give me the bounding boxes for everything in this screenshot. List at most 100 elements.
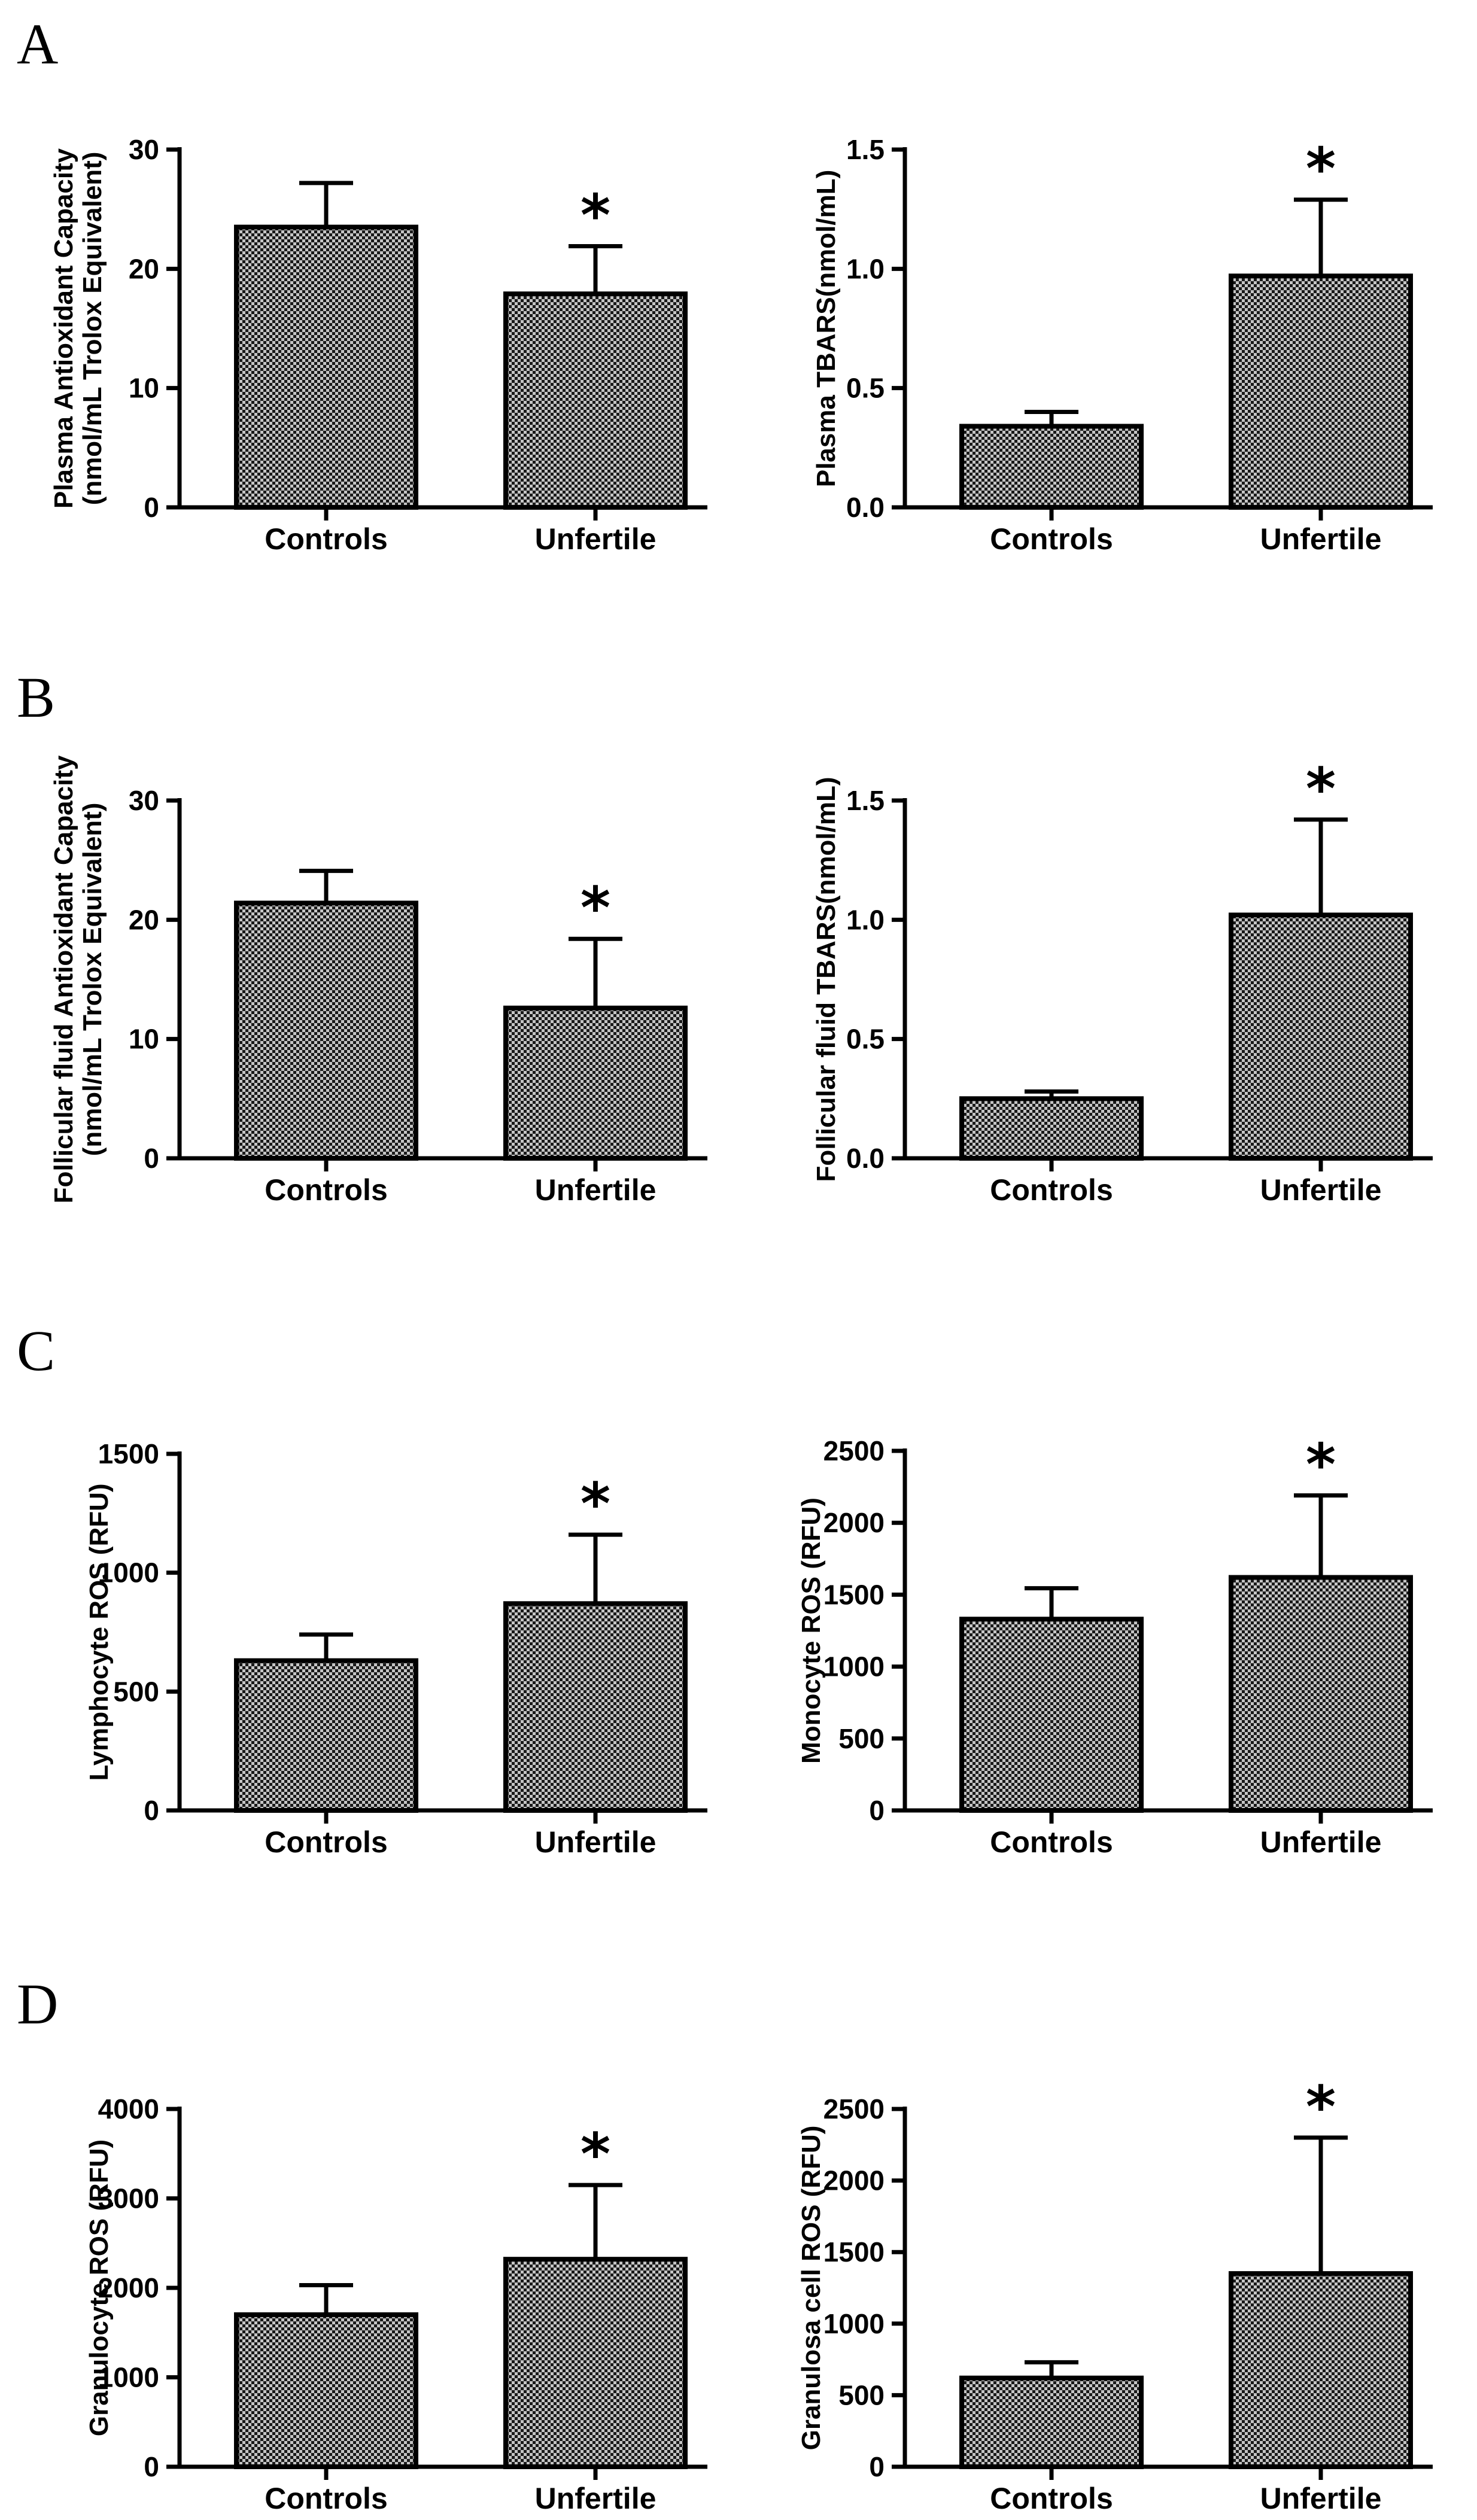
bar-controls (234, 2312, 418, 2470)
y-tick-label: 1500 (98, 1438, 159, 1469)
y-tick-label: 10 (129, 1024, 159, 1055)
y-tick-label: 500 (113, 1676, 159, 1707)
y-tick-label: 1.5 (846, 134, 885, 165)
category-label: Unfertile (1260, 2482, 1382, 2515)
bar-controls (234, 224, 418, 510)
bar-controls (959, 2375, 1144, 2470)
chart-5: 0 500 1000 1500 Controls Unfertile * Lymphocyte… (84, 1438, 707, 1859)
category-label: Controls (265, 1173, 388, 1207)
y-tick-label: 2000 (823, 2165, 885, 2196)
y-tick-label: 1.5 (846, 785, 885, 816)
y-tick-label: 0.0 (846, 492, 885, 523)
significance-asterisk: * (581, 2121, 610, 2188)
y-tick-label: 4000 (98, 2093, 159, 2125)
category-label: Controls (265, 522, 388, 556)
chart-1: 0 10 20 30 Controls Unfertile * Plasma Antioxid… (49, 134, 707, 556)
chart-2: 0.0 0.5 1.0 1.5 Controls Unfertile * Plasma TBA… (812, 134, 1433, 556)
y-axis-label: Follicular fluid Antioxidant Capacity (49, 755, 78, 1203)
y-tick-label: 2000 (823, 1507, 885, 1538)
y-tick-label: 1500 (823, 2236, 885, 2268)
y-axis-label: Follicular fluid TBARS(nmol/mL) (812, 777, 841, 1182)
y-tick-label: 30 (129, 134, 159, 165)
chart-4: 0.0 0.5 1.0 1.5 Controls Unfertile * Follicular… (812, 756, 1433, 1207)
y-axis-label: Lymphocyte ROS (RFU) (84, 1483, 114, 1781)
chart-6: 0 500 1000 1500 2000 2500 Controls Unfertile * Mo… (797, 1432, 1433, 1859)
bar-unfertile (503, 1601, 688, 1813)
y-axis-label: Plasma TBARS(nmol/mL) (812, 170, 841, 488)
panel-label-c: C (17, 1319, 55, 1383)
chart-8: 0 500 1000 1500 2000 2500 Controls Unfertile * Gr… (797, 2074, 1433, 2515)
significance-asterisk: * (1306, 1432, 1336, 1499)
y-axis-label: Granulocyte ROS (RFU) (84, 2139, 114, 2436)
bar-controls (234, 1658, 418, 1813)
y-tick-label: 0.0 (846, 1143, 885, 1174)
panel-label-d: D (17, 1972, 58, 2036)
y-tick-label: 2500 (823, 1435, 885, 1466)
significance-asterisk: * (1306, 756, 1336, 823)
y-tick-label: 20 (129, 904, 159, 935)
significance-asterisk: * (1306, 2074, 1336, 2141)
significance-asterisk: * (581, 875, 610, 942)
y-tick-label: 0.5 (846, 1024, 885, 1055)
y-tick-label: 30 (129, 785, 159, 816)
panel-label-b: B (17, 665, 55, 729)
y-tick-label: 2000 (98, 2272, 159, 2303)
y-axis-label: (nmol/mL Trolox Equivalent) (78, 803, 107, 1156)
chart-7: 0 1000 2000 3000 4000 Controls Unfertile * Granu… (84, 2093, 707, 2515)
category-label: Controls (990, 1825, 1113, 1859)
y-axis-label: Plasma Antioxidant Capacity (49, 148, 78, 509)
y-tick-label: 500 (838, 2379, 885, 2411)
y-tick-label: 0 (144, 1795, 159, 1826)
bar-unfertile (503, 291, 688, 510)
y-tick-label: 1000 (98, 2362, 159, 2393)
bar-unfertile (503, 2257, 688, 2469)
category-label: Controls (265, 1825, 388, 1859)
y-tick-label: 1500 (823, 1579, 885, 1610)
bar-controls (234, 900, 418, 1161)
y-tick-label: 0 (869, 1795, 885, 1826)
category-label: Controls (265, 2482, 388, 2515)
y-tick-label: 1000 (98, 1557, 159, 1588)
y-tick-label: 0 (144, 1143, 159, 1174)
y-tick-label: 1000 (823, 1651, 885, 1682)
category-label: Unfertile (535, 1173, 657, 1207)
category-label: Unfertile (1260, 1825, 1382, 1859)
y-tick-label: 2500 (823, 2093, 885, 2125)
bar-unfertile (503, 1005, 688, 1161)
panel-label-a: A (17, 12, 58, 76)
y-tick-label: 0 (144, 2451, 159, 2482)
category-label: Unfertile (535, 2482, 657, 2515)
category-label: Unfertile (535, 522, 657, 556)
bar-unfertile (1229, 2271, 1413, 2470)
y-tick-label: 0.5 (846, 373, 885, 404)
bar-unfertile (1229, 912, 1413, 1161)
bar-controls (959, 424, 1144, 510)
bar-unfertile (1229, 1575, 1413, 1813)
y-axis-label: Granulosa cell ROS (RFU) (797, 2126, 826, 2451)
y-tick-label: 500 (838, 1723, 885, 1754)
charts-group: 0 10 20 30 Controls Unfertile * Plasma Antioxid… (49, 134, 1433, 2515)
y-tick-label: 1.0 (846, 253, 885, 284)
significance-asterisk: * (1306, 136, 1336, 203)
bar-unfertile (1229, 273, 1413, 510)
bar-controls (959, 1096, 1144, 1161)
category-label: Controls (990, 2482, 1113, 2515)
category-label: Unfertile (535, 1825, 657, 1859)
y-tick-label: 1000 (823, 2308, 885, 2339)
category-label: Controls (990, 522, 1113, 556)
category-label: Unfertile (1260, 522, 1382, 556)
y-axis-label: Monocyte ROS (RFU) (797, 1498, 826, 1764)
significance-asterisk: * (581, 182, 610, 249)
y-tick-label: 3000 (98, 2183, 159, 2214)
chart-3: 0 10 20 30 Controls Unfertile * Follicular flui… (49, 755, 707, 1207)
category-label: Unfertile (1260, 1173, 1382, 1207)
y-tick-label: 0 (869, 2451, 885, 2482)
y-tick-label: 1.0 (846, 904, 885, 935)
significance-asterisk: * (581, 1471, 610, 1538)
y-tick-label: 10 (129, 373, 159, 404)
bar-controls (959, 1617, 1144, 1813)
y-tick-label: 20 (129, 253, 159, 284)
y-axis-label: (nmol/mL Trolox Equivalent) (78, 152, 107, 506)
y-tick-label: 0 (144, 492, 159, 523)
